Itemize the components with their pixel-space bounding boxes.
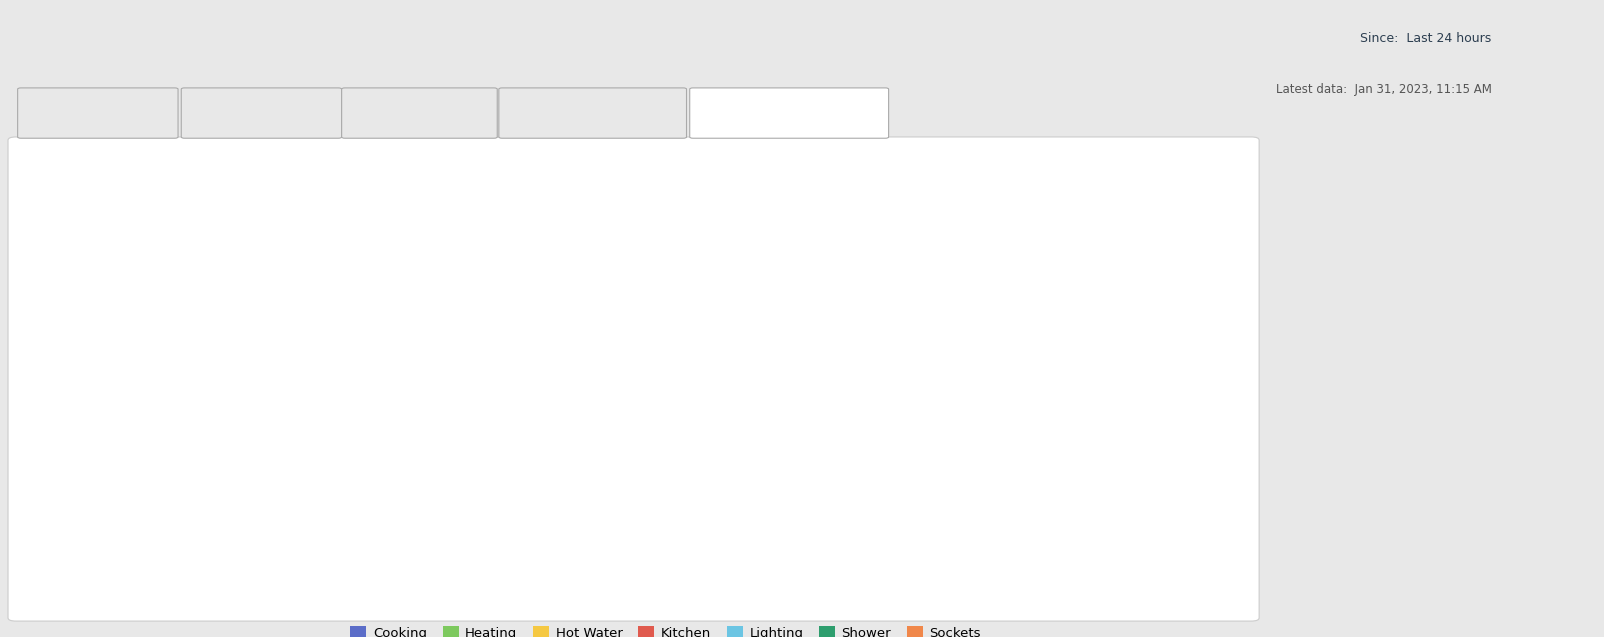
Bar xyxy=(618,409,695,427)
Bar xyxy=(143,507,175,525)
Bar xyxy=(634,441,709,459)
Bar xyxy=(152,278,207,296)
Text: Consumption by Use: Consumption by Use xyxy=(531,106,654,120)
Bar xyxy=(132,245,1047,263)
Bar xyxy=(749,409,792,427)
Bar xyxy=(797,310,807,329)
Bar xyxy=(295,507,306,525)
Text: Weekly Patterns: Weekly Patterns xyxy=(213,106,310,120)
Bar xyxy=(709,441,731,459)
Bar xyxy=(152,441,525,459)
Bar xyxy=(361,343,480,361)
Bar xyxy=(480,343,545,361)
Bar xyxy=(873,310,884,329)
Bar xyxy=(120,245,132,263)
Text: Latest data:  Jan 31, 2023, 11:15 AM: Latest data: Jan 31, 2023, 11:15 AM xyxy=(1275,83,1492,96)
Bar xyxy=(672,376,704,394)
Text: Electricity Overview: Electricity Overview xyxy=(38,106,157,120)
Bar xyxy=(704,376,715,394)
Bar xyxy=(640,376,672,394)
Bar xyxy=(197,540,273,557)
Bar xyxy=(132,474,143,492)
Bar xyxy=(207,278,218,296)
Bar xyxy=(164,343,361,361)
Bar xyxy=(545,343,568,361)
Text: Consumption by Zone: Consumption by Zone xyxy=(40,159,297,179)
Text: Usage Intensity: Usage Intensity xyxy=(374,106,465,120)
Bar xyxy=(241,507,295,525)
Bar xyxy=(120,343,164,361)
Bar xyxy=(731,441,743,459)
Bar xyxy=(306,540,338,557)
Bar xyxy=(120,278,132,296)
Bar xyxy=(273,540,306,557)
Bar xyxy=(127,409,618,427)
Text: Consumption by Zone: Consumption by Zone xyxy=(717,106,861,120)
Bar xyxy=(120,409,127,427)
Bar xyxy=(120,441,152,459)
Bar xyxy=(132,310,775,329)
Bar xyxy=(775,310,797,329)
Bar xyxy=(807,310,840,329)
Bar xyxy=(847,409,858,427)
Bar xyxy=(132,278,152,296)
Bar xyxy=(127,376,574,394)
Bar xyxy=(120,507,143,525)
Bar xyxy=(840,310,873,329)
Text: Total KiloWatt Hours per Zone: Total KiloWatt Hours per Zone xyxy=(40,210,226,223)
Bar xyxy=(695,409,749,427)
Bar xyxy=(792,409,847,427)
Bar xyxy=(120,376,127,394)
Bar xyxy=(306,507,327,525)
Bar xyxy=(120,540,197,557)
Legend: Cooking, Heating, Hot Water, Kitchen, Lighting, Shower, Sockets: Cooking, Heating, Hot Water, Kitchen, Li… xyxy=(345,621,986,637)
Bar xyxy=(175,507,241,525)
Bar xyxy=(568,343,579,361)
Bar xyxy=(525,441,634,459)
Bar xyxy=(120,474,132,492)
Bar xyxy=(1047,245,1070,263)
Bar xyxy=(120,310,132,329)
Text: Since:  Last 24 hours: Since: Last 24 hours xyxy=(1360,32,1492,45)
Bar xyxy=(574,376,640,394)
